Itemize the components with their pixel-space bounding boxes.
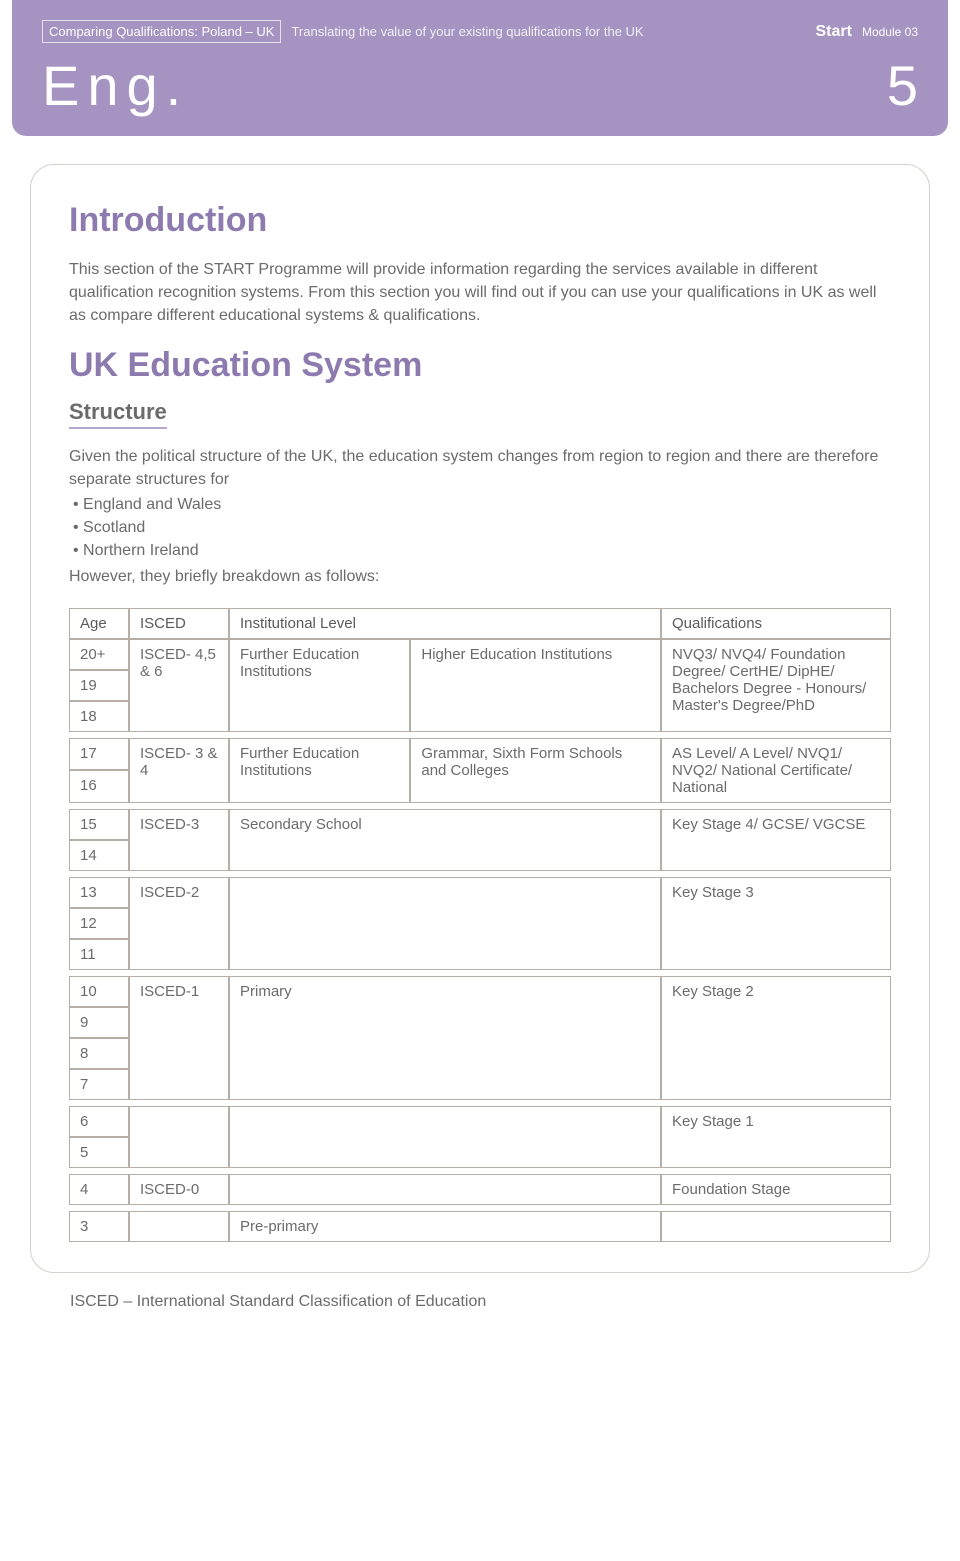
banner-page-number: 5 xyxy=(887,53,918,118)
table-row: 10 ISCED-1 Primary Key Stage 2 xyxy=(69,976,891,1007)
cell-age: 5 xyxy=(69,1137,129,1168)
table-header-row: Age ISCED Institutional Level Qualificat… xyxy=(69,608,891,639)
table-row: 17 ISCED- 3 & 4 Further Education Instit… xyxy=(69,738,891,771)
cell-institution: Pre-primary xyxy=(229,1211,661,1242)
table-row: 13 ISCED-2 Key Stage 3 xyxy=(69,877,891,908)
cell-qualification: Key Stage 4/ GCSE/ VGCSE xyxy=(661,809,891,871)
intro-paragraph: This section of the START Programme will… xyxy=(69,258,891,328)
cell-institution xyxy=(229,1174,661,1205)
structure-bullet: England and Wales xyxy=(73,493,891,516)
cell-qualification xyxy=(661,1211,891,1242)
cell-isced: ISCED- 4,5 & 6 xyxy=(129,639,229,732)
isced-footnote: ISCED – International Standard Classific… xyxy=(70,1293,930,1311)
banner-start-label: Start xyxy=(816,23,852,41)
cell-qualification: NVQ3/ NVQ4/ Foundation Degree/ CertHE/ D… xyxy=(661,639,891,732)
cell-age: 19 xyxy=(69,670,129,701)
content-card: Introduction This section of the START P… xyxy=(30,164,930,1273)
cell-institution xyxy=(229,1106,661,1168)
structure-bullet: Northern Ireland xyxy=(73,539,891,562)
th-institutional-level: Institutional Level xyxy=(229,608,661,639)
cell-age: 12 xyxy=(69,908,129,939)
cell-age: 11 xyxy=(69,939,129,970)
cell-qualification: Key Stage 2 xyxy=(661,976,891,1100)
cell-age: 3 xyxy=(69,1211,129,1242)
cell-age: 7 xyxy=(69,1069,129,1100)
cell-institution: Grammar, Sixth Form Schools and Colleges xyxy=(410,738,661,803)
banner-language: Eng. xyxy=(42,53,189,118)
cell-isced: ISCED-1 xyxy=(129,976,229,1100)
cell-isced: ISCED-3 xyxy=(129,809,229,871)
cell-isced xyxy=(129,1106,229,1168)
cell-age: 6 xyxy=(69,1106,129,1137)
table-row: 4 ISCED-0 Foundation Stage xyxy=(69,1174,891,1205)
cell-institution: Further Education Institutions xyxy=(229,639,410,732)
structure-bullet-list: England and Wales Scotland Northern Irel… xyxy=(69,493,891,563)
cell-institution: Primary xyxy=(229,976,661,1100)
cell-age: 4 xyxy=(69,1174,129,1205)
cell-isced xyxy=(129,1211,229,1242)
structure-bullet: Scotland xyxy=(73,516,891,539)
cell-isced: ISCED-2 xyxy=(129,877,229,970)
cell-age: 18 xyxy=(69,701,129,732)
cell-institution: Higher Education Institutions xyxy=(410,639,661,732)
heading-structure: Structure xyxy=(69,399,167,429)
cell-age: 17 xyxy=(69,738,129,771)
cell-age: 13 xyxy=(69,877,129,908)
cell-institution xyxy=(229,877,661,970)
table-row: 6 Key Stage 1 xyxy=(69,1106,891,1137)
page-banner: Comparing Qualifications: Poland – UK Tr… xyxy=(12,0,948,136)
cell-institution: Further Education Institutions xyxy=(229,738,410,803)
table-row: 3 Pre-primary xyxy=(69,1211,891,1242)
cell-isced: ISCED- 3 & 4 xyxy=(129,738,229,803)
th-age: Age xyxy=(69,608,129,639)
cell-isced: ISCED-0 xyxy=(129,1174,229,1205)
heading-introduction: Introduction xyxy=(69,201,891,240)
banner-main-row: Eng. 5 xyxy=(42,53,918,118)
cell-qualification: Key Stage 1 xyxy=(661,1106,891,1168)
structure-paragraph: Given the political structure of the UK,… xyxy=(69,445,891,588)
table-row: 20+ ISCED- 4,5 & 6 Further Education Ins… xyxy=(69,639,891,670)
cell-age: 8 xyxy=(69,1038,129,1069)
structure-outro-line: However, they briefly breakdown as follo… xyxy=(69,568,379,585)
banner-module-label: Module 03 xyxy=(862,25,918,39)
table-row: 15 ISCED-3 Secondary School Key Stage 4/… xyxy=(69,809,891,840)
structure-intro-line: Given the political structure of the UK,… xyxy=(69,448,878,488)
education-table: Age ISCED Institutional Level Qualificat… xyxy=(69,608,891,1242)
banner-subtitle: Translating the value of your existing q… xyxy=(291,24,805,39)
cell-institution: Secondary School xyxy=(229,809,661,871)
cell-age: 16 xyxy=(69,770,129,803)
cell-age: 14 xyxy=(69,840,129,871)
heading-uk-education-system: UK Education System xyxy=(69,346,891,385)
cell-age: 15 xyxy=(69,809,129,840)
cell-age: 20+ xyxy=(69,639,129,670)
th-qualifications: Qualifications xyxy=(661,608,891,639)
th-isced: ISCED xyxy=(129,608,229,639)
cell-qualification: AS Level/ A Level/ NVQ1/ NVQ2/ National … xyxy=(661,738,891,803)
banner-boxed-title: Comparing Qualifications: Poland – UK xyxy=(42,20,281,43)
banner-top-row: Comparing Qualifications: Poland – UK Tr… xyxy=(42,20,918,43)
cell-age: 10 xyxy=(69,976,129,1007)
cell-age: 9 xyxy=(69,1007,129,1038)
cell-qualification: Key Stage 3 xyxy=(661,877,891,970)
cell-qualification: Foundation Stage xyxy=(661,1174,891,1205)
